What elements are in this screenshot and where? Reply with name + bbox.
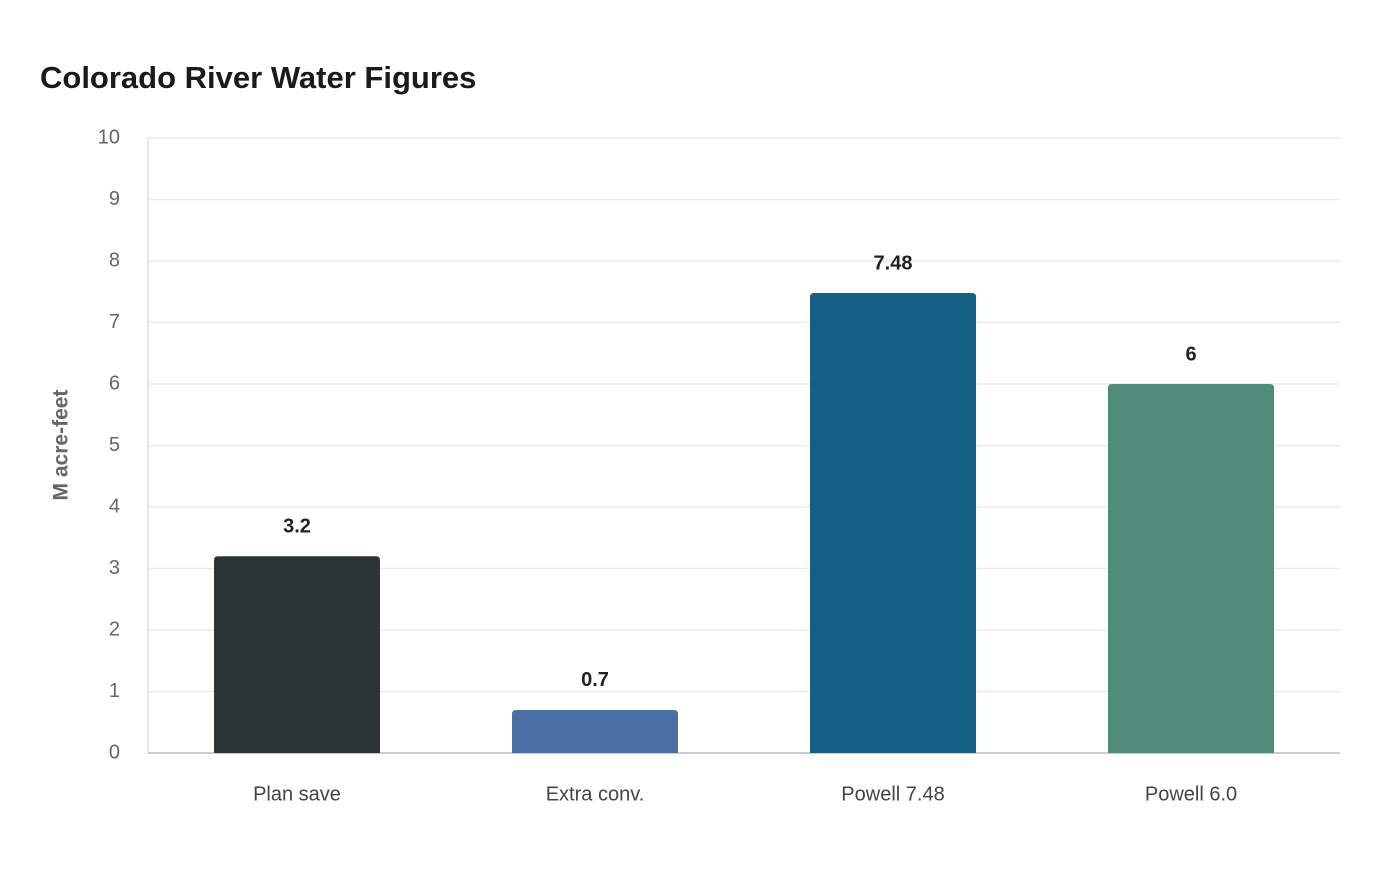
x-tick-label: Powell 6.0 [1145,783,1237,805]
y-tick-label: 10 [98,126,120,148]
y-tick-label: 1 [109,680,120,702]
y-tick-label: 6 [109,372,120,394]
x-tick-label: Powell 7.48 [841,783,944,805]
bar [214,556,380,753]
data-label: 0.7 [581,669,609,691]
data-label: 7.48 [874,252,913,274]
y-tick-label: 3 [109,557,120,579]
y-tick-label: 7 [109,311,120,333]
x-tick-label: Plan save [253,783,341,805]
y-tick-label: 9 [109,188,120,210]
y-tick-label: 2 [109,618,120,640]
bar [1108,384,1274,753]
y-tick-label: 0 [109,741,120,763]
bar [512,709,678,753]
bar [810,292,976,753]
y-tick-label: 4 [109,495,120,517]
data-label: 3.2 [283,515,311,537]
chart-title: Colorado River Water Figures [40,60,476,95]
y-tick-label: 5 [109,434,120,456]
data-label: 6 [1185,343,1196,365]
y-tick-label: 8 [109,249,120,271]
x-tick-label: Extra conv. [546,783,645,805]
y-axis-label: M acre-feet [50,390,73,501]
